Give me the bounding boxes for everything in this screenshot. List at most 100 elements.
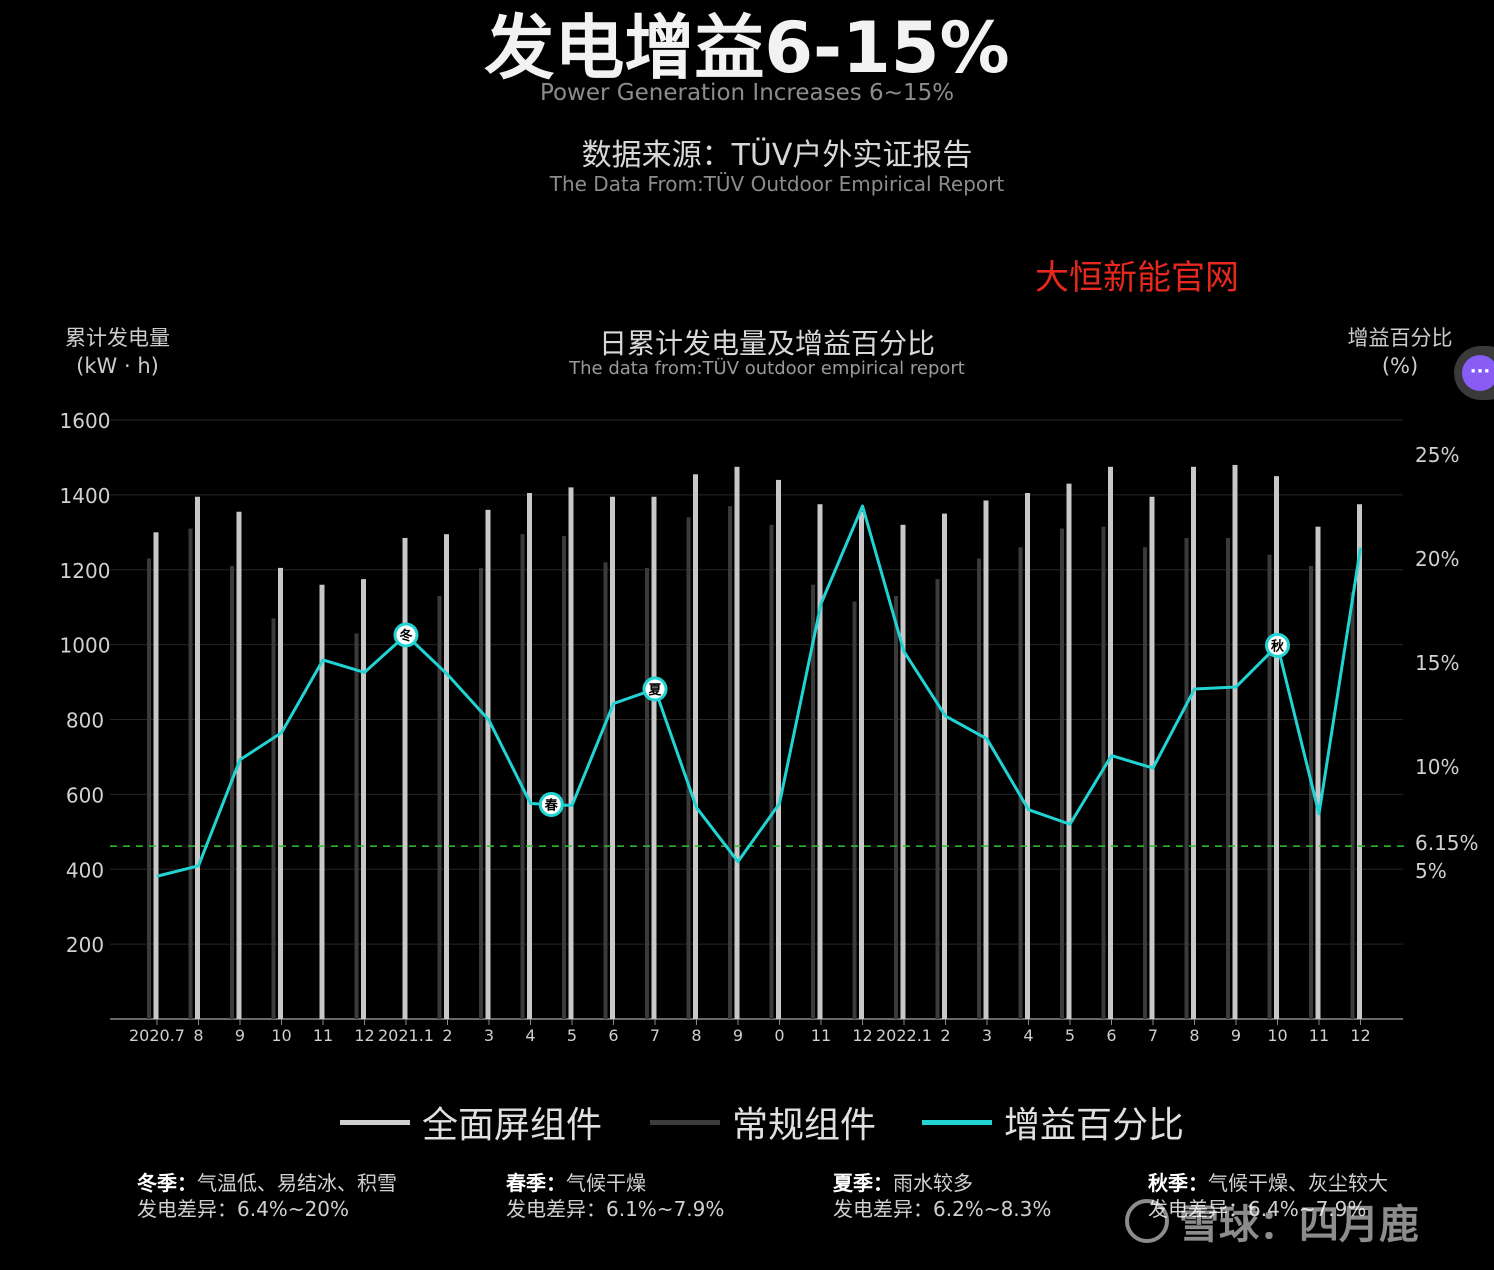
season-winter-desc: 气温低、易结冰、积雪	[197, 1171, 397, 1195]
right-axis-title-line1: 增益百分比	[1347, 326, 1453, 350]
x-tick-label: 12	[354, 1026, 374, 1045]
y-left-tick-label: 1000	[60, 634, 111, 658]
season-spring: 春季：气候干燥 发电差异：6.1%~7.9%	[506, 1170, 724, 1222]
x-tick-label: 2021.1	[378, 1026, 434, 1045]
bar-fullscreen	[1357, 504, 1362, 1019]
season-spring-title: 春季：	[506, 1171, 566, 1195]
legend-gain: 增益百分比	[922, 1096, 1184, 1148]
x-tick-label: 9	[733, 1026, 743, 1045]
season-marker-label: 夏	[647, 683, 662, 698]
chat-button[interactable]: ···	[1454, 346, 1494, 400]
bar-fullscreen	[693, 474, 698, 1019]
x-tick-label: 2	[940, 1026, 950, 1045]
season-marker-label: 春	[544, 797, 559, 813]
bar-fullscreen	[900, 524, 906, 1019]
x-tick-label: 0	[774, 1026, 784, 1045]
y-right-tick-label: 5%	[1415, 859, 1447, 883]
xueqiu-logo-icon	[1125, 1199, 1169, 1243]
x-tick-label: 11	[811, 1026, 831, 1045]
bar-regular	[811, 584, 815, 1019]
page-subtitle: Power Generation Increases 6~15%	[539, 80, 955, 106]
season-winter-title: 冬季：	[137, 1171, 197, 1195]
season-summer-title: 夏季：	[833, 1171, 893, 1195]
bar-fullscreen	[1025, 493, 1030, 1019]
bar-regular	[603, 562, 608, 1019]
x-tick-label: 3	[982, 1026, 992, 1045]
bar-regular	[520, 534, 525, 1019]
bar-fullscreen	[817, 504, 823, 1019]
bar-regular	[1060, 528, 1064, 1019]
x-tick-label: 7	[650, 1026, 660, 1045]
season-autumn-title: 秋季：	[1148, 1171, 1208, 1195]
x-tick-label: 2020.7	[129, 1026, 185, 1045]
bar-fullscreen	[1315, 526, 1321, 1019]
y-left-tick-label: 600	[66, 783, 104, 807]
y-right-tick-label: 20%	[1415, 547, 1459, 571]
bar-regular	[562, 536, 566, 1019]
season-marker-label: 冬	[399, 628, 412, 644]
bar-fullscreen	[859, 511, 864, 1019]
left-axis-title-line1: 累计发电量	[65, 326, 170, 350]
x-tick-label: 11	[313, 1026, 333, 1045]
bar-fullscreen	[568, 487, 574, 1019]
season-summer: 夏季：雨水较多 发电差异：6.2%~8.3%	[833, 1170, 1051, 1222]
y-right-tick-label: 10%	[1415, 755, 1459, 779]
source-title: 数据来源：TÜV户外实证报告	[581, 138, 973, 173]
bar-fullscreen	[1232, 464, 1238, 1019]
x-tick-label: 2	[442, 1026, 452, 1045]
season-marker-label: 秋	[1271, 638, 1285, 654]
gain-line	[156, 504, 1362, 878]
bar-fullscreen	[1066, 483, 1072, 1019]
right-axis-title: 增益百分比 (%)	[1340, 324, 1460, 380]
bar-regular	[437, 595, 442, 1019]
left-axis-title: 累计发电量 (kW · h)	[60, 324, 175, 380]
legend-gain-swatch	[922, 1119, 992, 1125]
y-left-tick-label: 1600	[60, 409, 111, 433]
season-marker	[642, 676, 668, 702]
chart-subtitle: The data from:TÜV outdoor empirical repo…	[569, 358, 965, 379]
legend-regular-label: 常规组件	[732, 1105, 877, 1146]
bar-fullscreen	[1274, 476, 1279, 1019]
watermark: 雪球：四月鹿	[1125, 1192, 1419, 1250]
bar-regular	[645, 567, 649, 1019]
bar-regular	[354, 633, 359, 1019]
bar-fullscreen	[776, 479, 781, 1019]
bar-regular	[852, 601, 857, 1019]
bar-regular	[977, 558, 981, 1019]
x-tick-label: 6	[1106, 1026, 1116, 1045]
source-subtitle: The Data From:TÜV Outdoor Empirical Repo…	[549, 172, 1005, 196]
bar-regular	[230, 566, 234, 1019]
bar-regular	[188, 528, 193, 1019]
bar-fullscreen	[319, 584, 325, 1019]
x-tick-label: 5	[1065, 1026, 1075, 1045]
x-tick-label: 12	[1350, 1026, 1370, 1045]
y-right-tick-label: 15%	[1415, 651, 1459, 675]
bar-regular	[769, 524, 774, 1019]
season-autumn-desc: 气候干燥、灰尘较大	[1208, 1171, 1388, 1195]
brand-link[interactable]: 大恒新能官网	[1035, 258, 1239, 298]
legend-fullscreen: 全面屏组件	[340, 1096, 602, 1148]
bar-fullscreen	[610, 496, 615, 1019]
bar-regular	[1267, 554, 1272, 1019]
watermark-text: 雪球：四月鹿	[1179, 1202, 1419, 1248]
bar-regular	[1143, 547, 1147, 1019]
bar-regular	[147, 558, 151, 1019]
chat-bubble-icon: ···	[1462, 355, 1494, 391]
x-tick-label: 7	[1148, 1026, 1158, 1045]
season-spring-desc: 气候干燥	[566, 1171, 646, 1195]
bar-fullscreen	[485, 509, 491, 1019]
season-winter: 冬季：气温低、易结冰、积雪 发电差异：6.4%~20%	[137, 1170, 397, 1222]
bar-regular	[1350, 592, 1355, 1019]
legend-fullscreen-swatch	[340, 1119, 410, 1125]
bar-regular	[1309, 566, 1313, 1019]
season-marker	[538, 791, 564, 817]
bar-fullscreen	[651, 496, 657, 1019]
bar-fullscreen	[527, 493, 532, 1019]
bar-fullscreen	[942, 513, 947, 1019]
season-marker	[393, 622, 419, 648]
bar-fullscreen	[153, 532, 159, 1019]
season-winter-diff: 发电差异：6.4%~20%	[137, 1197, 350, 1221]
bar-fullscreen	[361, 579, 366, 1019]
x-tick-label: 4	[1023, 1026, 1033, 1045]
